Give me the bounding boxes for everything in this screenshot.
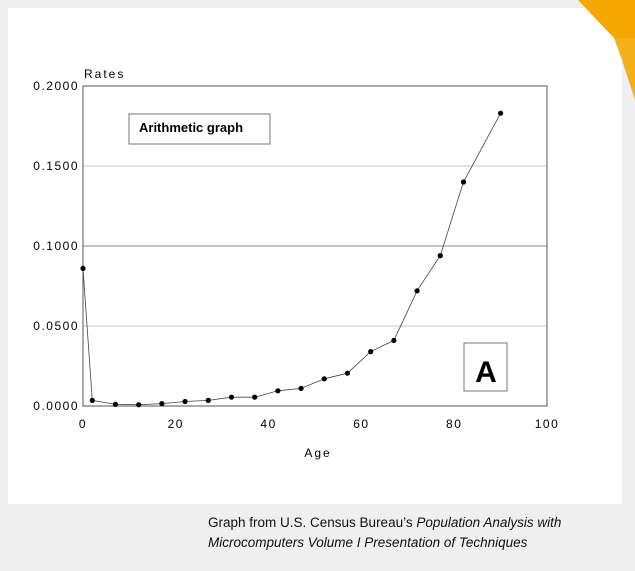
data-point — [205, 397, 211, 403]
x-tick-label: 0 — [79, 417, 87, 431]
data-point — [298, 385, 304, 391]
data-point — [437, 253, 443, 259]
y-tick-label: 0.2000 — [33, 79, 79, 93]
slide-card — [8, 8, 622, 504]
figure-caption: Graph from U.S. Census Bureau’s Populati… — [208, 513, 633, 553]
y-tick-label: 0.1000 — [33, 239, 79, 253]
data-point — [414, 288, 420, 294]
annotation-box — [128, 113, 271, 145]
data-point — [159, 401, 165, 407]
data-point — [275, 388, 281, 394]
series-layer — [80, 110, 504, 408]
x-tick-labels: 0 20 40 60 80 100 — [79, 417, 560, 431]
series-line — [82, 113, 501, 406]
data-point — [498, 110, 504, 116]
panel-letter-box — [463, 342, 508, 392]
y-axis-title: Rates — [84, 67, 125, 81]
accent-shape-lower — [614, 38, 635, 100]
data-point — [228, 394, 235, 400]
y-tick-label: 0.1500 — [33, 159, 79, 173]
grid-layer — [83, 165, 547, 327]
accent-shape — [578, 0, 635, 38]
plot-frame — [82, 85, 548, 407]
data-point — [80, 265, 86, 271]
data-point — [182, 398, 188, 405]
x-tick-label: 80 — [446, 417, 462, 431]
data-point — [136, 402, 142, 408]
data-point — [89, 397, 95, 403]
data-point — [252, 394, 258, 400]
caption-prefix: Graph from U.S. Census Bureau’s — [208, 515, 417, 530]
data-point — [321, 376, 327, 382]
y-tick-label: 0.0000 — [33, 399, 79, 413]
y-tick-label: 0.0500 — [33, 319, 79, 333]
x-tick-label: 40 — [260, 417, 276, 431]
data-point — [391, 337, 397, 343]
panel-letter: A — [475, 356, 497, 389]
data-point — [112, 401, 119, 407]
x-tick-label: 100 — [535, 417, 560, 431]
y-tick-labels: 0.0000 0.0500 0.1000 0.1500 0.2000 — [33, 79, 79, 413]
annotation-box-label: Arithmetic graph — [139, 120, 243, 135]
x-axis-title: Age — [304, 446, 331, 460]
x-tick-label: 20 — [168, 417, 184, 431]
data-point — [344, 370, 351, 376]
data-point — [368, 349, 374, 355]
x-tick-label: 60 — [353, 417, 369, 431]
data-point — [460, 179, 467, 185]
caption-italic: Population Analysis with Microcomputers … — [208, 515, 562, 550]
